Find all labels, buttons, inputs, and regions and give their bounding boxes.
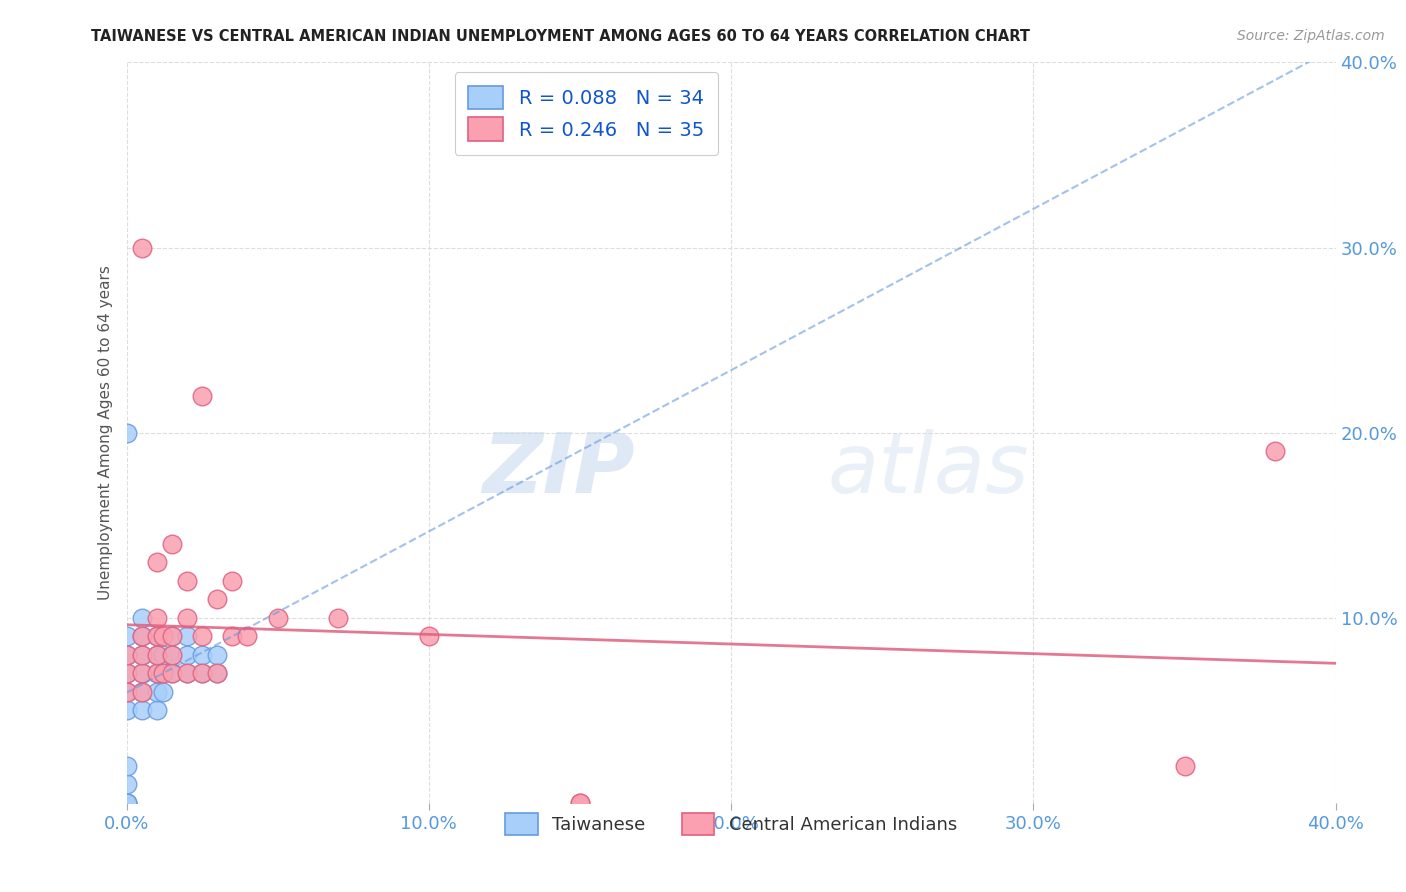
Point	[1264, 444, 1286, 458]
Point	[146, 629, 169, 643]
Point	[191, 629, 214, 643]
Point	[176, 629, 198, 643]
Point	[131, 666, 153, 681]
Point	[146, 685, 169, 699]
Point	[568, 796, 592, 810]
Point	[115, 796, 138, 810]
Point	[191, 666, 214, 681]
Point	[418, 629, 440, 643]
Point	[568, 796, 592, 810]
Point	[146, 629, 169, 643]
Point	[205, 666, 228, 681]
Point	[146, 648, 169, 662]
Point	[115, 777, 138, 791]
Point	[176, 574, 198, 588]
Point	[115, 758, 138, 772]
Point	[152, 666, 174, 681]
Point	[146, 555, 169, 569]
Point	[115, 796, 138, 810]
Point	[146, 703, 169, 717]
Point	[152, 629, 174, 643]
Point	[146, 666, 169, 681]
Text: TAIWANESE VS CENTRAL AMERICAN INDIAN UNEMPLOYMENT AMONG AGES 60 TO 64 YEARS CORR: TAIWANESE VS CENTRAL AMERICAN INDIAN UNE…	[91, 29, 1031, 44]
Point	[160, 536, 183, 550]
Point	[131, 610, 153, 624]
Point	[115, 648, 138, 662]
Point	[152, 648, 174, 662]
Point	[152, 666, 174, 681]
Point	[205, 592, 228, 607]
Point	[146, 610, 169, 624]
Point	[131, 685, 153, 699]
Text: ZIP: ZIP	[482, 429, 634, 510]
Y-axis label: Unemployment Among Ages 60 to 64 years: Unemployment Among Ages 60 to 64 years	[97, 265, 112, 600]
Point	[191, 388, 214, 402]
Point	[191, 666, 214, 681]
Point	[115, 629, 138, 643]
Point	[115, 703, 138, 717]
Point	[131, 703, 153, 717]
Point	[115, 666, 138, 681]
Point	[146, 648, 169, 662]
Point	[115, 648, 138, 662]
Legend: Taiwanese, Central American Indians: Taiwanese, Central American Indians	[491, 798, 972, 849]
Point	[115, 425, 138, 440]
Point	[131, 629, 153, 643]
Point	[131, 648, 153, 662]
Point	[176, 648, 198, 662]
Point	[131, 240, 153, 255]
Point	[267, 610, 290, 624]
Point	[115, 685, 138, 699]
Point	[176, 610, 198, 624]
Point	[160, 666, 183, 681]
Point	[205, 666, 228, 681]
Point	[131, 685, 153, 699]
Point	[115, 796, 138, 810]
Point	[131, 629, 153, 643]
Point	[191, 648, 214, 662]
Point	[146, 666, 169, 681]
Point	[115, 685, 138, 699]
Text: Source: ZipAtlas.com: Source: ZipAtlas.com	[1237, 29, 1385, 43]
Point	[152, 685, 174, 699]
Point	[236, 629, 259, 643]
Point	[176, 666, 198, 681]
Point	[326, 610, 350, 624]
Point	[160, 629, 183, 643]
Point	[221, 574, 243, 588]
Point	[176, 666, 198, 681]
Point	[221, 629, 243, 643]
Point	[131, 666, 153, 681]
Point	[1173, 758, 1195, 772]
Text: atlas: atlas	[828, 429, 1029, 510]
Point	[115, 666, 138, 681]
Point	[160, 629, 183, 643]
Point	[160, 648, 183, 662]
Point	[160, 648, 183, 662]
Point	[131, 648, 153, 662]
Point	[160, 666, 183, 681]
Point	[205, 648, 228, 662]
